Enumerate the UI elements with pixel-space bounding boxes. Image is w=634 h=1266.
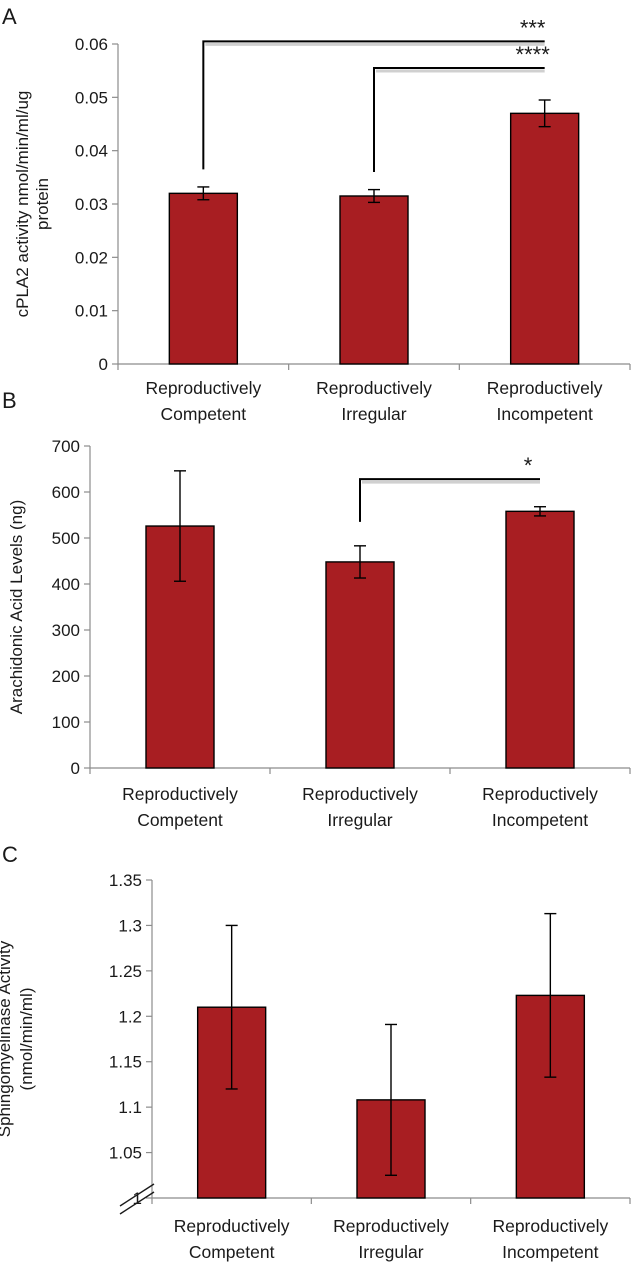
category-label: Reproductively — [487, 378, 603, 398]
category-label: Reproductively — [122, 784, 238, 804]
category-label: Reproductively — [145, 378, 261, 398]
y-tick-label: 0.06 — [75, 35, 108, 54]
category-label: Reproductively — [302, 784, 418, 804]
y-tick-label: 1.3 — [118, 916, 142, 935]
category-label: Reproductively — [333, 1216, 449, 1236]
y-tick-label: 300 — [52, 621, 80, 640]
category-label: Competent — [189, 1242, 275, 1262]
category-label: Reproductively — [492, 1216, 608, 1236]
y-tick-label: 400 — [52, 575, 80, 594]
y-tick-label: 0.05 — [75, 88, 108, 107]
y-tick-label: 600 — [52, 483, 80, 502]
bar — [339, 195, 409, 365]
y-tick-label: 1.35 — [109, 871, 142, 890]
category-label: Irregular — [327, 810, 392, 830]
significance-bracket — [373, 67, 545, 172]
category-label: Reproductively — [482, 784, 598, 804]
y-tick-label: 1.1 — [118, 1098, 142, 1117]
y-axis-title: Sphingomyelinase Activity — [0, 940, 14, 1137]
significance-label: *** — [520, 15, 546, 40]
y-tick-label: 1.15 — [109, 1053, 142, 1072]
panel-letter: B — [2, 388, 17, 413]
y-tick-label: 0 — [71, 759, 80, 778]
category-label: Competent — [161, 404, 247, 424]
bar — [509, 112, 580, 365]
significance-label: **** — [516, 42, 551, 67]
y-tick-label: 0.02 — [75, 248, 108, 267]
category-label: Irregular — [341, 404, 406, 424]
chart-panel-c: C 1 1.05 1.1 1.15 1.2 1.25 1.3 1.35 Reproductivel… — [0, 842, 631, 1262]
y-tick-label: 1.2 — [118, 1007, 142, 1026]
category-label: Irregular — [358, 1242, 423, 1262]
category-label: Reproductively — [316, 378, 432, 398]
category-label: Incompetent — [502, 1242, 598, 1262]
chart-panel-b: B 0 100 200 300 400 500 600 700 Reproductively Com… — [2, 388, 631, 830]
bar — [325, 561, 395, 769]
y-tick-label: 1 — [133, 1189, 142, 1208]
y-tick-label: 500 — [52, 529, 80, 548]
y-axis-title: protein — [33, 178, 52, 230]
chart-panel-a: A 0 0.01 0.02 0.03 0.04 0.05 0.06 Reproductively… — [2, 4, 631, 424]
significance-bracket — [202, 40, 545, 170]
axis-break-mark — [119, 1191, 155, 1215]
significance-bracket — [359, 478, 540, 522]
y-axis-title: (nmol/min/ml) — [17, 988, 36, 1091]
y-tick-label: 100 — [52, 713, 80, 732]
significance-label: * — [524, 453, 533, 478]
y-tick-label: 1.25 — [109, 962, 142, 981]
y-tick-label: 0.01 — [75, 302, 108, 321]
y-tick-label: 0 — [99, 355, 108, 374]
category-label: Incompetent — [492, 810, 588, 830]
y-tick-label: 1.05 — [109, 1144, 142, 1163]
category-label: Reproductively — [174, 1216, 290, 1236]
y-tick-label: 700 — [52, 437, 80, 456]
panel-letter: A — [2, 4, 17, 29]
y-tick-label: 0.04 — [75, 142, 108, 161]
category-label: Incompetent — [497, 404, 593, 424]
y-tick-label: 0.03 — [75, 195, 108, 214]
bar — [505, 510, 575, 769]
category-label: Competent — [137, 810, 223, 830]
bar — [168, 192, 239, 365]
axis-break-mark — [119, 1183, 155, 1207]
y-axis-title: cPLA2 activity nmol/min/ml/ug — [13, 91, 32, 318]
y-axis-title: Arachidonic Acid Levels (ng) — [7, 500, 26, 715]
panel-letter: C — [2, 842, 18, 867]
y-tick-label: 200 — [52, 667, 80, 686]
